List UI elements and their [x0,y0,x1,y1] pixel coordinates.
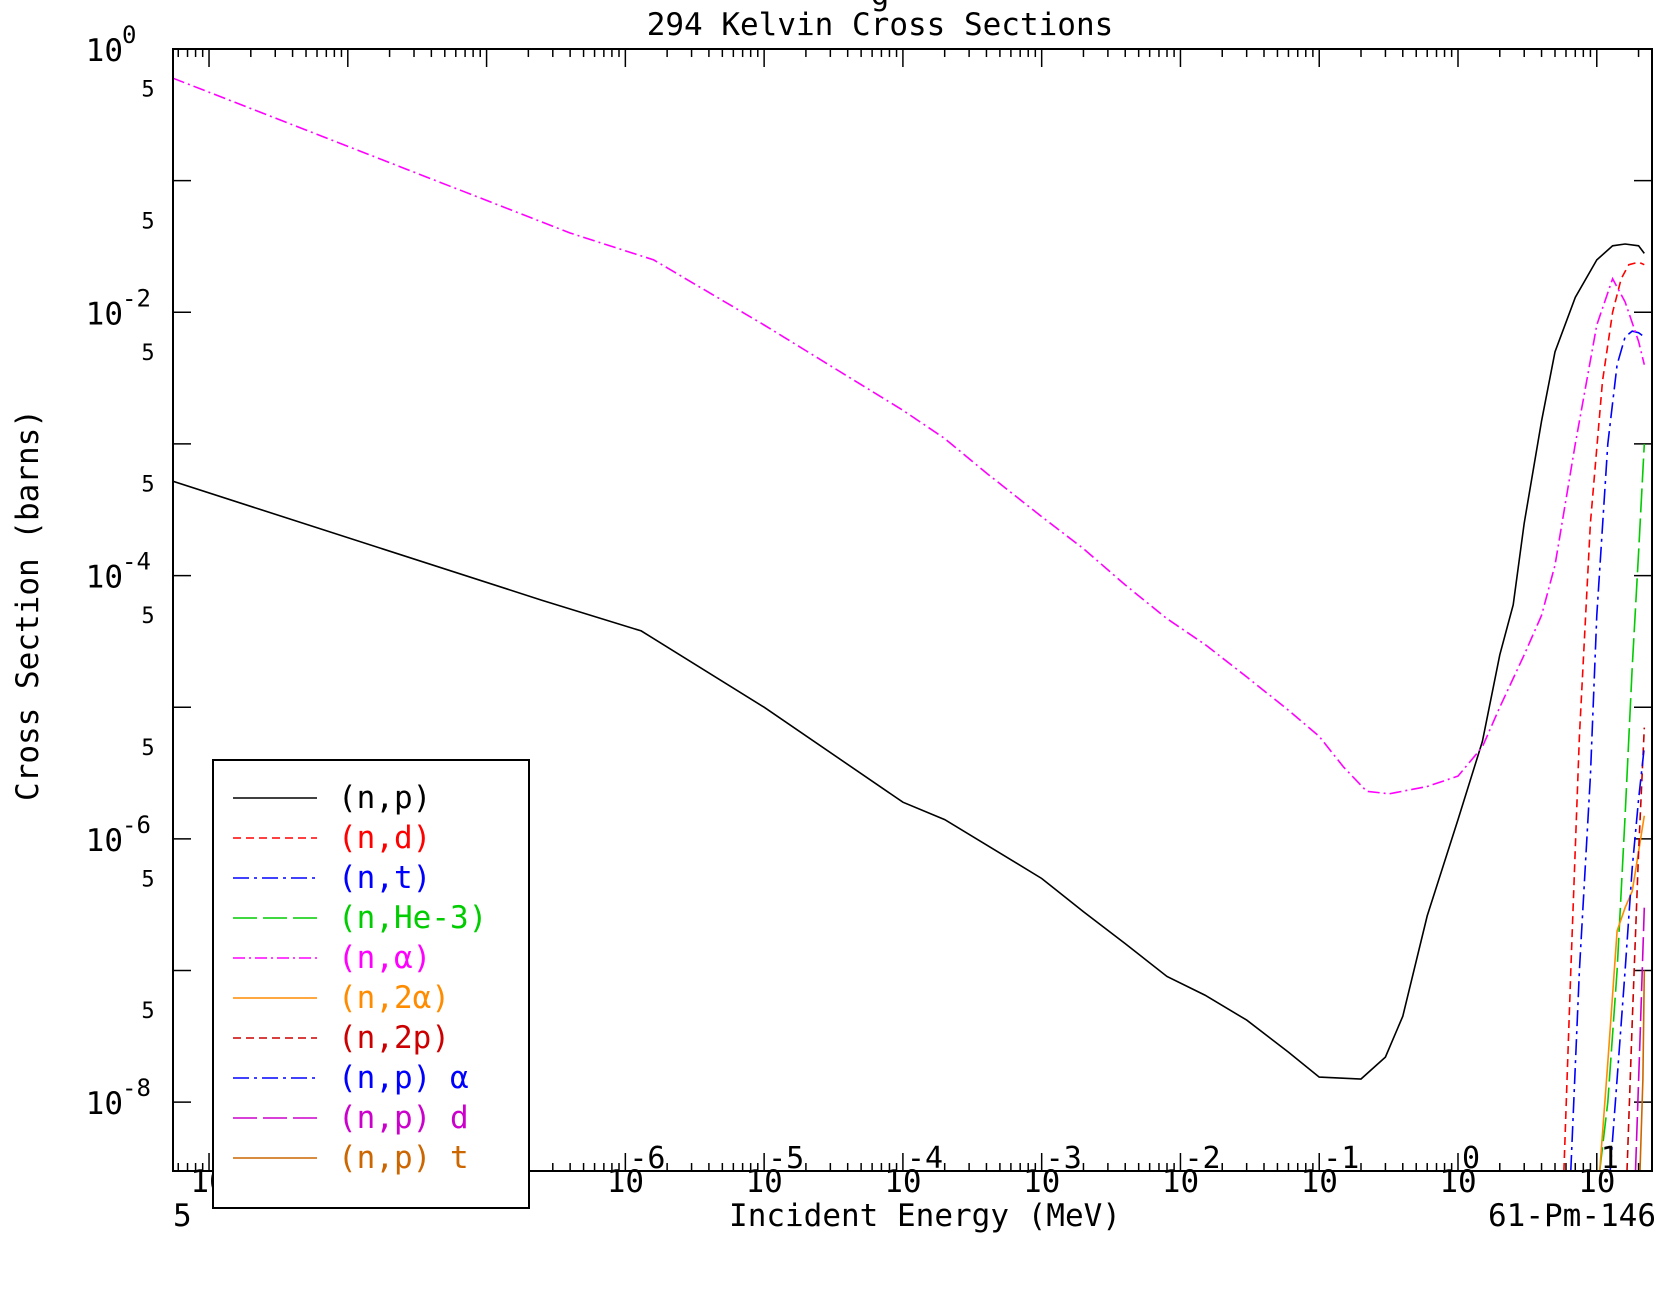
y-tick-exponent: -4 [122,548,151,576]
y-tick-label: 10 [86,296,123,332]
y-tick-label: 10 [86,560,123,596]
y-minor-tick-label: 5 [141,868,154,893]
y-tick-label: 10 [86,33,123,69]
legend-label: (n,2p) [338,1020,450,1056]
chart-title: 294 Kelvin Cross Sections [647,7,1114,43]
legend-label: (n,p) d [338,1100,469,1136]
y-minor-tick-label: 5 [141,209,154,234]
series-line [1639,970,1646,1171]
y-minor-tick-label: 5 [141,999,154,1024]
corner-left-label: 5 [173,1198,192,1234]
y-axis-label: Cross Section (barns) [10,409,46,801]
y-minor-tick-label: 5 [141,736,154,761]
legend-label: (n,t) [338,860,431,896]
x-axis-label: Incident Energy (MeV) [729,1198,1121,1234]
series-layer [173,77,1646,1171]
legend-box [212,759,530,1209]
legend: (n,p) (n,d) (n,t) (n,He-3) (n,α) (n,2α) (n,2p)… [212,759,530,1209]
y-minor-tick-label: 5 [141,473,154,498]
series-line [1626,727,1646,1171]
legend-label: (n,p) t [338,1140,469,1176]
y-minor-tick-label: 5 [141,604,154,629]
series-line [1609,746,1646,1171]
series-line [1570,330,1645,1171]
legend-label: (n,α) [338,940,431,976]
y-minor-tick-label: 5 [141,341,154,366]
x-tick-exponent: 0 [1462,1141,1480,1176]
y-tick-label: 10 [86,823,123,859]
y-tick-exponent: -2 [122,284,151,312]
y-tick-exponent: -8 [122,1074,151,1102]
y-minor-tick-label: 5 [141,78,154,103]
legend-label: (n,p) α [338,1060,469,1096]
x-tick-exponent: 1 [1601,1141,1619,1176]
legend-label: (n,p) [338,780,431,816]
plot-frame [172,48,1653,1172]
chart-title-partial: g [871,0,890,13]
series-line [1563,261,1645,1171]
y-tick-exponent: 0 [122,21,136,49]
legend-label: (n,2α) [338,980,450,1016]
legend-label: (n,He-3) [338,900,487,936]
series-line [1598,443,1646,1171]
series-line [173,243,1645,1080]
y-tick-label: 10 [86,1086,123,1122]
y-tick-exponent: -6 [122,811,151,839]
corner-right-label: 61-Pm-146 [1488,1198,1656,1234]
series-line [1634,907,1646,1171]
legend-label: (n,d) [338,820,431,856]
series-line [173,77,1646,795]
